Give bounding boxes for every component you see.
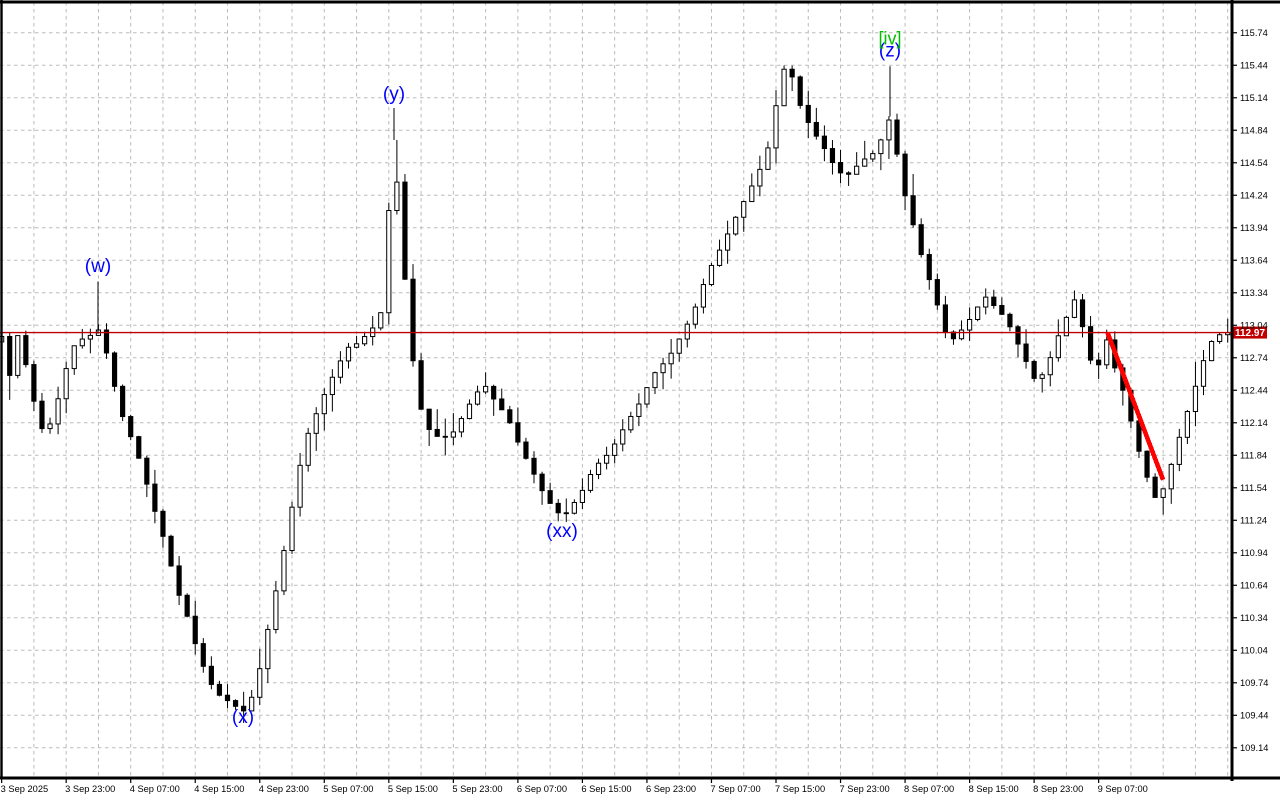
svg-text:5 Sep 15:00: 5 Sep 15:00	[388, 784, 438, 794]
svg-text:114.24: 114.24	[1240, 190, 1268, 200]
svg-text:115.14: 115.14	[1240, 93, 1268, 103]
svg-text:109.44: 109.44	[1240, 710, 1268, 720]
svg-text:115.44: 115.44	[1240, 60, 1268, 70]
svg-text:6 Sep 23:00: 6 Sep 23:00	[646, 784, 696, 794]
svg-text:6 Sep 07:00: 6 Sep 07:00	[517, 784, 567, 794]
svg-text:4 Sep 15:00: 4 Sep 15:00	[194, 784, 244, 794]
svg-text:110.94: 110.94	[1240, 548, 1268, 558]
svg-text:112.44: 112.44	[1240, 385, 1268, 395]
svg-text:112.74: 112.74	[1240, 353, 1268, 363]
svg-text:113.34: 113.34	[1240, 288, 1268, 298]
svg-text:110.04: 110.04	[1240, 645, 1268, 655]
svg-text:(x): (x)	[232, 707, 254, 728]
svg-text:114.84: 114.84	[1240, 125, 1268, 135]
svg-text:7 Sep 23:00: 7 Sep 23:00	[840, 784, 890, 794]
svg-text:8 Sep 23:00: 8 Sep 23:00	[1033, 784, 1083, 794]
svg-text:110.34: 110.34	[1240, 613, 1268, 623]
svg-text:5 Sep 07:00: 5 Sep 07:00	[323, 784, 373, 794]
svg-text:109.74: 109.74	[1240, 678, 1268, 688]
svg-text:115.74: 115.74	[1240, 28, 1268, 38]
svg-text:111.24: 111.24	[1240, 515, 1267, 525]
svg-text:3 Sep 2025: 3 Sep 2025	[1, 784, 49, 794]
svg-text:113.64: 113.64	[1240, 255, 1268, 265]
svg-text:111.84: 111.84	[1240, 450, 1267, 460]
svg-text:(y): (y)	[383, 84, 405, 105]
svg-text:4 Sep 23:00: 4 Sep 23:00	[259, 784, 309, 794]
svg-text:(xx): (xx)	[546, 521, 578, 542]
svg-text:113.04: 113.04	[1240, 320, 1268, 330]
svg-text:8 Sep 15:00: 8 Sep 15:00	[969, 784, 1019, 794]
svg-text:7 Sep 07:00: 7 Sep 07:00	[710, 784, 760, 794]
svg-text:113.94: 113.94	[1240, 223, 1268, 233]
svg-text:7 Sep 15:00: 7 Sep 15:00	[775, 784, 825, 794]
svg-text:5 Sep 23:00: 5 Sep 23:00	[452, 784, 502, 794]
svg-text:114.54: 114.54	[1240, 158, 1268, 168]
svg-text:109.14: 109.14	[1240, 743, 1268, 753]
svg-text:9 Sep 07:00: 9 Sep 07:00	[1098, 784, 1148, 794]
svg-text:3 Sep 23:00: 3 Sep 23:00	[65, 784, 115, 794]
svg-text:[iv]: [iv]	[878, 29, 901, 49]
svg-text:112.14: 112.14	[1240, 418, 1268, 428]
svg-text:4 Sep 07:00: 4 Sep 07:00	[130, 784, 180, 794]
svg-text:110.64: 110.64	[1240, 580, 1268, 590]
svg-text:8 Sep 07:00: 8 Sep 07:00	[904, 784, 954, 794]
svg-text:6 Sep 15:00: 6 Sep 15:00	[581, 784, 631, 794]
svg-text:(w): (w)	[85, 256, 111, 277]
svg-text:111.54: 111.54	[1240, 483, 1267, 493]
